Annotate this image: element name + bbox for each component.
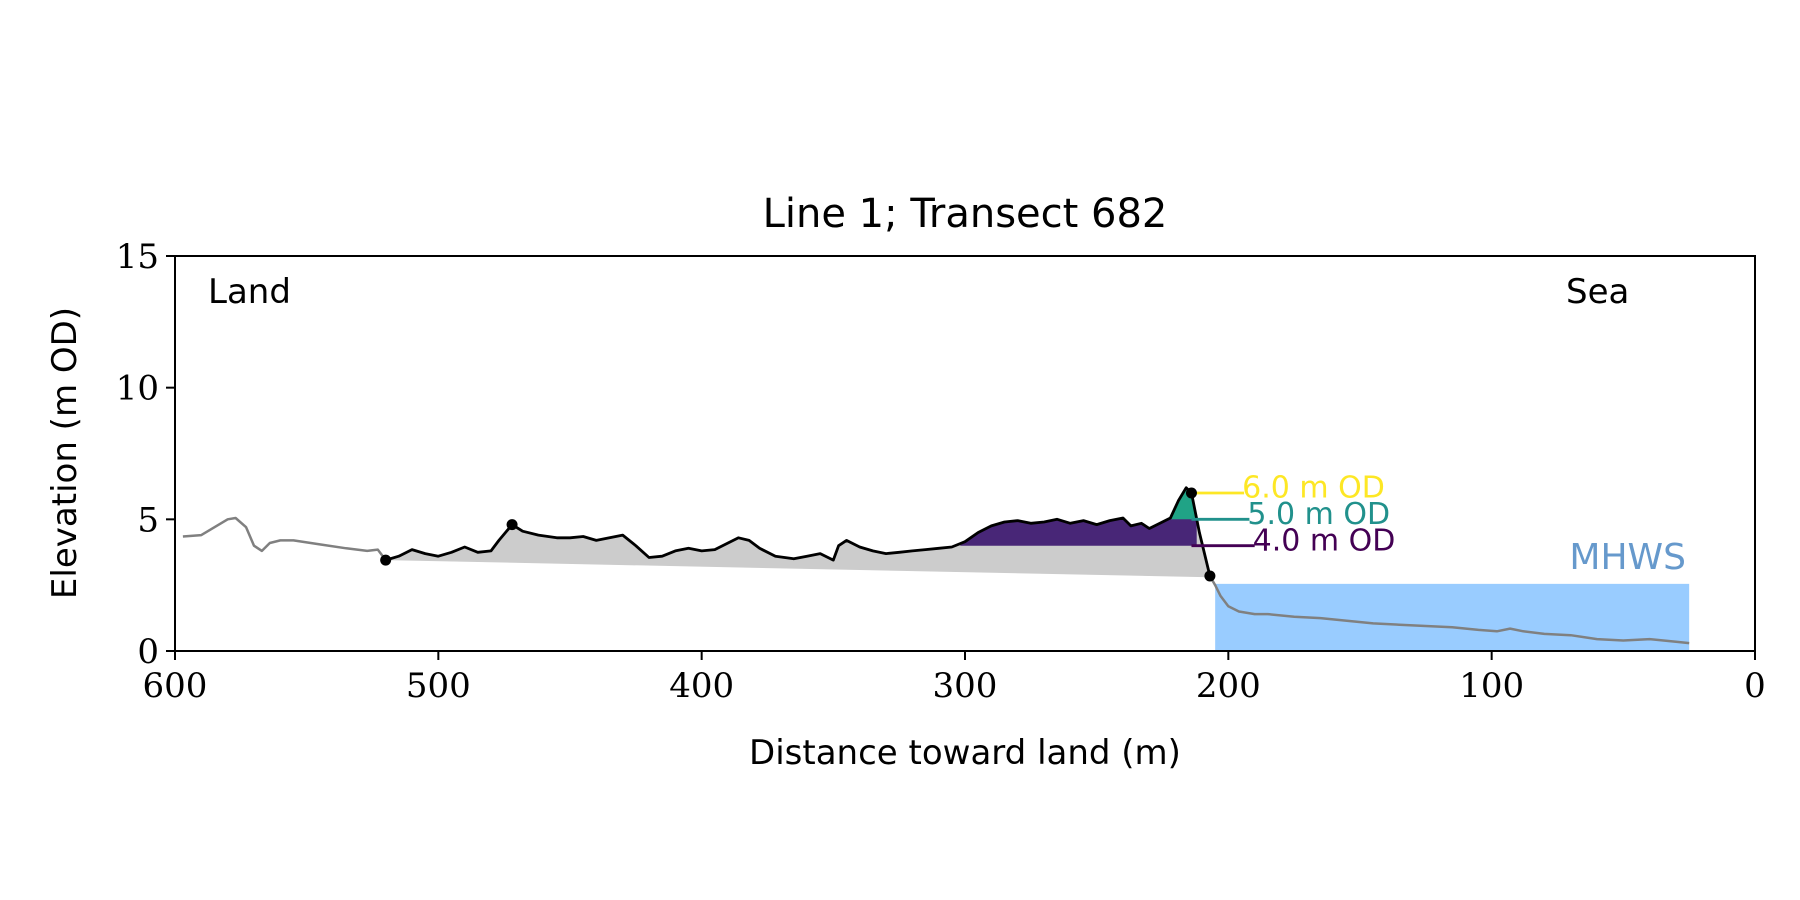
profile-landward-line	[182, 516, 387, 561]
x-tick-label: 200	[1196, 666, 1261, 706]
profile-seaward-line	[1208, 575, 1690, 645]
key-point-2	[1185, 487, 1197, 499]
level-label-2: 4.0 m OD	[1253, 523, 1396, 558]
level-label-1: 5.0 m OD	[1247, 497, 1390, 532]
level-fill-layer	[959, 487, 1197, 546]
x-axis-ticks: 600 500 400 300 200 100 0	[143, 651, 1766, 706]
level-labels: 6.0 m OD5.0 m OD4.0 m OD	[1242, 471, 1395, 559]
profile-layer	[182, 486, 1690, 645]
volume-area-layer	[385, 487, 1210, 578]
x-tick-label: 600	[143, 666, 208, 706]
y-axis-ticks: 0 5 10 15	[116, 237, 175, 672]
chart-title: Line 1; Transect 682	[763, 191, 1168, 237]
level-fill-0	[959, 487, 1197, 546]
y-tick-label: 15	[116, 237, 159, 277]
dune-volume-area	[385, 487, 1210, 578]
dune-profile-line	[385, 486, 1212, 577]
key-points-layer	[380, 487, 1216, 582]
x-tick-label: 400	[669, 666, 734, 706]
mhws-label: MHWS	[1569, 537, 1686, 578]
land-annotation: Land	[208, 272, 291, 312]
x-tick-label: 0	[1744, 666, 1766, 706]
key-point-3	[1204, 570, 1216, 582]
key-point-1	[506, 519, 518, 531]
y-tick-label: 0	[137, 632, 159, 672]
key-point-0	[380, 554, 392, 566]
level-label-0: 6.0 m OD	[1242, 471, 1385, 506]
x-axis-label: Distance toward land (m)	[749, 733, 1181, 773]
sea-annotation: Sea	[1566, 272, 1629, 312]
y-axis-label: Elevation (m OD)	[45, 307, 85, 599]
x-tick-label: 500	[406, 666, 471, 706]
x-tick-label: 100	[1459, 666, 1524, 706]
y-tick-label: 5	[137, 500, 159, 540]
level-lines-layer	[1191, 491, 1255, 548]
x-tick-label: 300	[933, 666, 998, 706]
y-tick-label: 10	[116, 369, 159, 409]
